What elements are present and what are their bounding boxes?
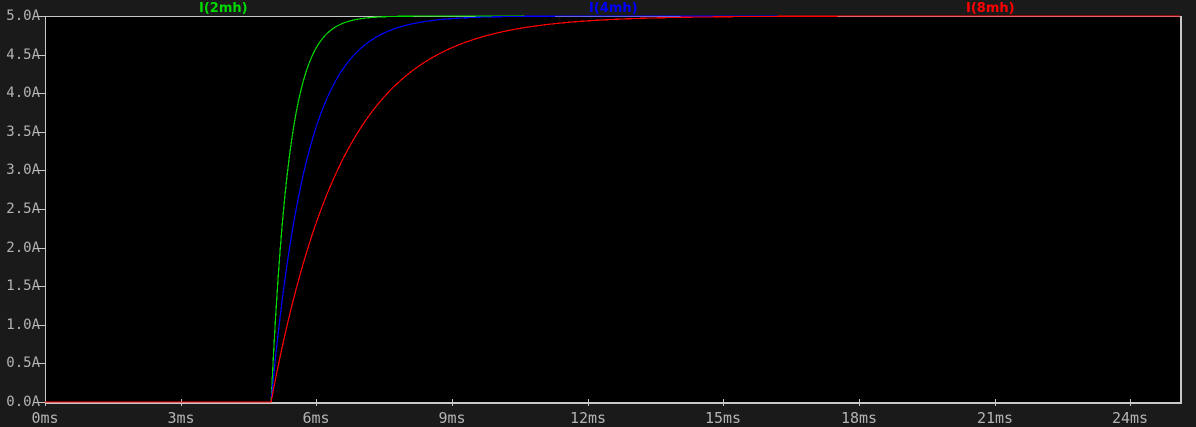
y-tick-label: 5.0A (6, 8, 40, 24)
y-tick-mark (38, 286, 45, 287)
x-tick-mark (316, 399, 317, 406)
x-tick-mark (181, 399, 182, 406)
x-tick-mark (45, 399, 46, 406)
x-tick-mark (723, 399, 724, 406)
y-tick-mark (38, 16, 45, 17)
legend-label-i2mh[interactable]: I(2mh) (199, 1, 248, 16)
y-tick-label: 0.5A (6, 355, 40, 371)
x-tick-mark (995, 399, 996, 406)
y-tick-label: 1.0A (6, 317, 40, 333)
x-tick-mark (1130, 399, 1131, 406)
y-tick-label: 0.0A (6, 394, 40, 410)
y-tick-mark (38, 363, 45, 364)
x-tick-label: 18ms (840, 409, 878, 427)
x-tick-label: 3ms (167, 409, 195, 427)
axis-top (45, 16, 1181, 17)
y-tick-label: 2.5A (6, 201, 40, 217)
axis-left (45, 16, 46, 403)
x-tick-label: 15ms (704, 409, 742, 427)
x-tick-mark (588, 399, 589, 406)
y-tick-label: 2.0A (6, 240, 40, 256)
x-tick-label: 21ms (976, 409, 1014, 427)
y-tick-mark (38, 93, 45, 94)
axis-right (1180, 16, 1181, 403)
legend-label-i4mh[interactable]: I(4mh) (589, 1, 638, 16)
y-tick-mark (38, 248, 45, 249)
axis-bottom (45, 402, 1181, 403)
y-tick-mark (38, 132, 45, 133)
x-tick-label: 9ms (438, 409, 466, 427)
x-tick-label: 12ms (569, 409, 607, 427)
x-tick-label: 6ms (302, 409, 330, 427)
y-tick-mark (38, 325, 45, 326)
x-tick-mark (452, 399, 453, 406)
plot-area[interactable] (45, 16, 1182, 404)
x-tick-label: 0ms (31, 409, 59, 427)
y-tick-mark (38, 402, 45, 403)
y-tick-label: 4.5A (6, 47, 40, 63)
y-tick-mark (38, 170, 45, 171)
y-tick-mark (38, 55, 45, 56)
x-tick-mark (859, 399, 860, 406)
legend-label-i8mh[interactable]: I(8mh) (966, 1, 1015, 16)
y-tick-label: 3.0A (6, 162, 40, 178)
y-tick-label: 1.5A (6, 278, 40, 294)
y-tick-mark (38, 209, 45, 210)
y-tick-label: 4.0A (6, 85, 40, 101)
y-tick-label: 3.5A (6, 124, 40, 140)
x-tick-label: 24ms (1111, 409, 1149, 427)
